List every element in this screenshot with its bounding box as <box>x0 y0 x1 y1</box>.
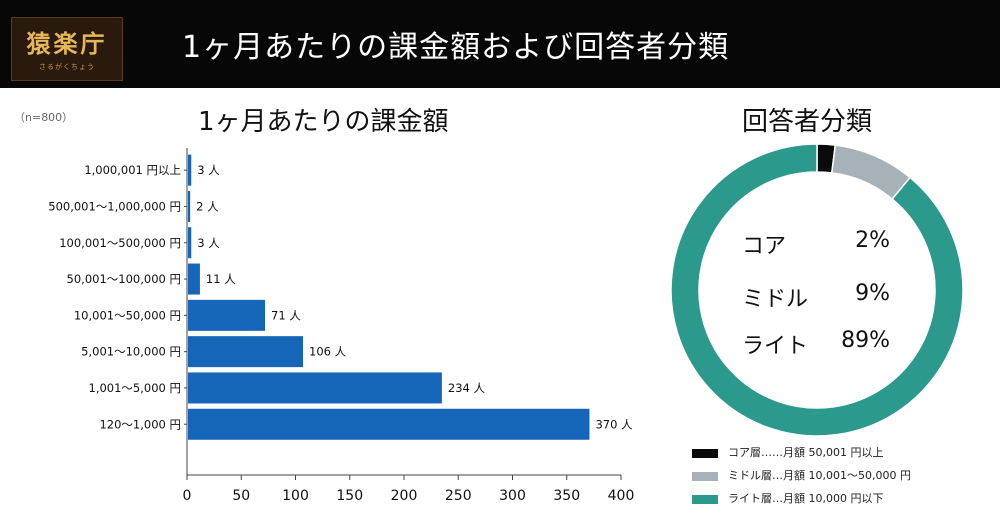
x-tick-label: 0 <box>183 488 192 504</box>
bar-chart-title: 1ヶ月あたりの課金額 <box>198 107 449 137</box>
sample-size-note: （n=800） <box>14 111 74 124</box>
x-tick-label: 200 <box>391 488 418 504</box>
header-bar: 猿楽庁 さるがくちょう 1ヶ月あたりの課金額および回答者分類 <box>0 0 1000 88</box>
legend-swatch <box>692 448 718 458</box>
donut-value-label: 2% <box>855 228 890 253</box>
logo-subtext: さるがくちょう <box>39 63 95 71</box>
bar <box>188 336 304 368</box>
x-tick-label: 150 <box>336 488 363 504</box>
bar <box>188 190 191 222</box>
donut-value-label: 9% <box>855 281 890 306</box>
logo: 猿楽庁 さるがくちょう <box>11 17 123 81</box>
x-tick-label: 400 <box>608 488 635 504</box>
bar <box>188 408 590 440</box>
data-label: 106 人 <box>309 345 347 359</box>
category-label: 100,001〜500,000 円 <box>59 236 181 250</box>
category-label: 10,001〜50,000 円 <box>74 308 181 322</box>
data-label: 3 人 <box>197 163 220 177</box>
category-label: 5,001〜10,000 円 <box>81 345 181 359</box>
donut-value-label: 89% <box>841 328 890 353</box>
bar <box>188 372 442 404</box>
legend-item: コア層……月額 50,001 円以上 <box>692 444 884 459</box>
donut-category-label: ライト <box>742 334 809 359</box>
logo-text: 猿楽庁 <box>26 29 108 58</box>
data-label: 234 人 <box>448 381 486 395</box>
legend-label: ミドル層…月額 10,001〜50,000 円 <box>728 469 911 482</box>
data-label: 71 人 <box>271 308 301 322</box>
donut-category-label: コア <box>742 234 787 259</box>
donut-category-label: ミドル <box>742 287 809 312</box>
legend-swatch <box>692 494 718 504</box>
x-tick-label: 250 <box>445 488 472 504</box>
page-title: 1ヶ月あたりの課金額および回答者分類 <box>182 30 730 65</box>
x-tick-label: 100 <box>282 488 309 504</box>
data-label: 2 人 <box>196 199 219 213</box>
legend-label: ライト層…月額 10,000 円以下 <box>728 492 884 505</box>
x-tick-label: 300 <box>499 488 526 504</box>
category-label: 1,001〜5,000 円 <box>89 381 182 395</box>
bar <box>188 227 192 259</box>
data-label: 11 人 <box>206 272 236 286</box>
category-label: 120〜1,000 円 <box>99 417 181 431</box>
category-label: 50,001〜100,000 円 <box>67 272 181 286</box>
legend-item: ライト層…月額 10,000 円以下 <box>692 490 884 505</box>
x-tick-label: 350 <box>553 488 580 504</box>
data-label: 3 人 <box>197 236 220 250</box>
bar <box>188 263 200 295</box>
donut-chart-title: 回答者分類 <box>742 107 873 137</box>
legend-item: ミドル層…月額 10,001〜50,000 円 <box>692 467 911 482</box>
bar <box>188 154 192 186</box>
category-label: 1,000,001 円以上 <box>84 163 181 177</box>
donut-slice <box>670 143 964 437</box>
data-label: 370 人 <box>595 417 633 431</box>
bar <box>188 299 266 331</box>
legend-label: コア層……月額 50,001 円以上 <box>728 446 884 459</box>
x-tick-label: 50 <box>232 488 250 504</box>
category-label: 500,001〜1,000,000 円 <box>48 199 181 213</box>
legend-swatch <box>692 471 718 481</box>
